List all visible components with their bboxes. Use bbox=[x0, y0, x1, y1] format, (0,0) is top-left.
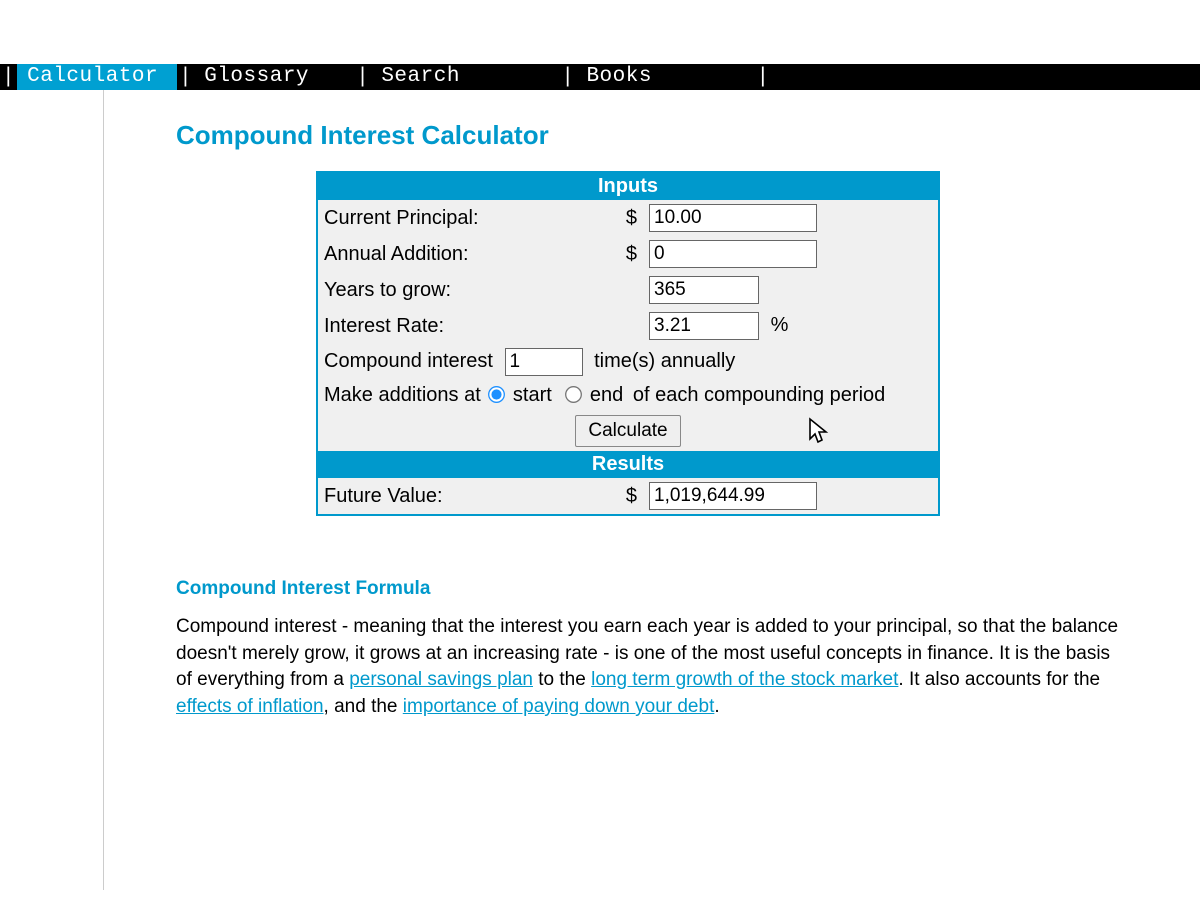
nav-separator: | bbox=[0, 66, 17, 89]
currency-symbol: $ bbox=[617, 200, 643, 236]
rate-label: Interest Rate: bbox=[317, 308, 617, 344]
addition-label: Annual Addition: bbox=[317, 236, 617, 272]
calculate-button[interactable]: Calculate bbox=[575, 415, 680, 447]
timing-end-radio[interactable] bbox=[565, 386, 582, 403]
nav-separator: | bbox=[177, 66, 194, 89]
timing-start-label: start bbox=[513, 384, 552, 407]
body-text: , and the bbox=[324, 696, 403, 717]
nav-separator: | bbox=[754, 66, 771, 89]
nav-tab-calculator[interactable]: Calculator bbox=[17, 64, 177, 90]
currency-symbol: $ bbox=[617, 478, 643, 515]
compound-suffix: time(s) annually bbox=[594, 350, 735, 373]
future-value-label: Future Value: bbox=[317, 478, 617, 515]
years-label: Years to grow: bbox=[317, 272, 617, 308]
nav-tab-search[interactable]: Search bbox=[371, 64, 559, 90]
results-header: Results bbox=[317, 451, 939, 478]
rate-suffix: % bbox=[771, 314, 789, 337]
timing-tail: of each compounding period bbox=[633, 384, 885, 407]
timing-prefix: Make additions at bbox=[324, 384, 481, 407]
link-paying-down-debt[interactable]: importance of paying down your debt bbox=[403, 696, 715, 717]
principal-label: Current Principal: bbox=[317, 200, 617, 236]
nav-separator: | bbox=[559, 66, 576, 89]
top-spacer bbox=[0, 0, 1200, 64]
inputs-header: Inputs bbox=[317, 172, 939, 200]
link-personal-savings[interactable]: personal savings plan bbox=[349, 669, 533, 690]
future-value-output bbox=[649, 482, 817, 510]
formula-section-title: Compound Interest Formula bbox=[176, 578, 1200, 600]
formula-paragraph: Compound interest - meaning that the int… bbox=[176, 614, 1126, 720]
page-title: Compound Interest Calculator bbox=[176, 120, 1200, 151]
years-input[interactable] bbox=[649, 276, 759, 304]
nav-separator: | bbox=[354, 66, 371, 89]
principal-input[interactable] bbox=[649, 204, 817, 232]
body-text: . bbox=[714, 696, 719, 717]
addition-input[interactable] bbox=[649, 240, 817, 268]
timing-start-radio[interactable] bbox=[488, 386, 505, 403]
top-navbar: | Calculator | Glossary | Search | Books… bbox=[0, 64, 1200, 90]
compound-input[interactable] bbox=[505, 348, 583, 376]
calculator-panel: Inputs Current Principal: $ Annual Addit… bbox=[316, 171, 940, 516]
compound-prefix: Compound interest bbox=[324, 350, 493, 373]
nav-tab-glossary[interactable]: Glossary bbox=[194, 64, 354, 90]
rate-input[interactable] bbox=[649, 312, 759, 340]
currency-symbol: $ bbox=[617, 236, 643, 272]
timing-end-label: end bbox=[590, 384, 623, 407]
nav-tab-books[interactable]: Books bbox=[576, 64, 754, 90]
link-effects-of-inflation[interactable]: effects of inflation bbox=[176, 696, 324, 717]
main-content: Compound Interest Calculator Inputs Curr… bbox=[104, 90, 1200, 890]
cursor-icon bbox=[808, 417, 830, 452]
link-stock-market-growth[interactable]: long term growth of the stock market bbox=[591, 669, 898, 690]
left-sidebar bbox=[0, 90, 104, 890]
body-text: . It also accounts for the bbox=[898, 669, 1100, 690]
body-text: to the bbox=[533, 669, 591, 690]
